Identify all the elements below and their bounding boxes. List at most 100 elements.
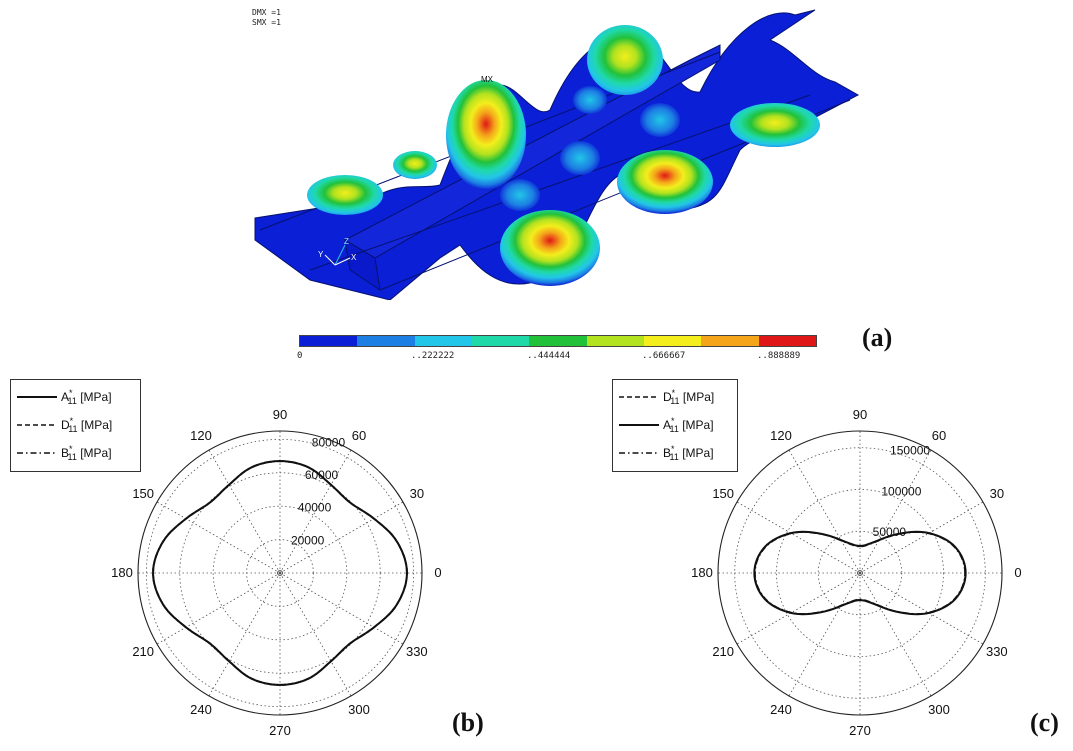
ring-gridline	[145, 438, 415, 708]
polar-plot-area-b: 20000 40000 60000 80000 0 30 60 90 120 150 180 210 2…	[111, 407, 441, 738]
radial-gridline	[279, 572, 352, 697]
ring-gridline	[246, 539, 314, 607]
r-tick-label: 40000	[298, 501, 332, 515]
colorbar-tick-0: 0	[297, 351, 303, 361]
legend-entry-b: B*11 [MPa]	[17, 444, 112, 462]
colorbar-swatch	[758, 336, 816, 346]
colorbar-tick-1: ..222222	[411, 351, 455, 361]
fea-contour-plot: DMX =1 SMX =1	[250, 0, 860, 300]
radial-gridline	[208, 572, 281, 697]
colorbar-swatch	[529, 336, 587, 346]
angle-tick-label: 60	[352, 428, 366, 443]
angle-tick-label: 240	[770, 702, 792, 717]
angle-tick-label: 210	[712, 644, 734, 659]
angle-tick-label: 330	[986, 644, 1008, 659]
colorbar-swatch	[586, 336, 644, 346]
angle-tick-label: 0	[1014, 565, 1021, 580]
r-tick-label: 80000	[312, 435, 346, 449]
legend-line-swatch	[17, 424, 57, 426]
polar-origin-marker	[857, 570, 863, 576]
angle-tick-label: 210	[132, 644, 154, 659]
colorbar-tick-3: ..666667	[642, 351, 686, 361]
ring-gridline	[179, 472, 381, 674]
angle-tick-label: 60	[932, 428, 946, 443]
angle-tick-label: 90	[853, 407, 867, 422]
polar-origin-marker	[277, 570, 283, 576]
colorbar-swatch	[357, 336, 415, 346]
legend-entry-a: A*11 [MPa]	[17, 388, 112, 406]
series-line-b	[754, 531, 966, 615]
legend-label: B*11 [MPa]	[61, 443, 112, 463]
angle-tick-label: 180	[111, 565, 133, 580]
angle-tick-label: 120	[190, 428, 212, 443]
legend-label: D*11 [MPa]	[61, 415, 113, 435]
legend-entry-d: D*11 [MPa]	[17, 416, 112, 434]
mx-marker-label: MX	[481, 75, 494, 84]
polar-chart-c: 50000 100000 150000 0 30 60 90 120 150 180 210 240 2…	[691, 407, 1021, 738]
colorbar-swatch	[471, 336, 530, 346]
angle-tick-label: 300	[348, 702, 370, 717]
colorbar-swatch	[414, 336, 472, 346]
angle-tick-label: 0	[434, 565, 441, 580]
radial-gridline	[156, 572, 281, 645]
colorbar-swatch	[701, 336, 759, 346]
legend-label: D*11 [MPa]	[663, 387, 715, 407]
panel-label-a: (a)	[862, 323, 893, 352]
angle-tick-label: 150	[712, 486, 734, 501]
panel-label-b: (b)	[452, 708, 484, 737]
colorbar-swatch	[300, 336, 358, 346]
colorbar-tick-2: ..444444	[527, 351, 571, 361]
radial-gridline	[788, 449, 861, 574]
legend-c: D*11 [MPa] A*11 [MPa] B*11 [MPa]	[612, 379, 738, 472]
angle-tick-label: 270	[269, 723, 291, 738]
angle-tick-label: 30	[410, 486, 424, 501]
series-line-d	[152, 460, 408, 686]
colorbar-tick-4: ..888889	[757, 351, 801, 361]
legend-entry-d: D*11 [MPa]	[619, 388, 714, 406]
radial-gridline	[859, 572, 932, 697]
legend-line-swatch	[619, 452, 659, 454]
radial-gridline	[279, 572, 404, 645]
legend-line-swatch	[619, 424, 659, 426]
angle-tick-label: 180	[691, 565, 713, 580]
radial-gridline	[156, 501, 281, 574]
r-tick-label: 20000	[291, 533, 325, 547]
polar-outer-circle	[717, 430, 1003, 716]
series-line-b	[152, 460, 408, 686]
fea-note: DMX =1 SMX =1	[252, 8, 281, 28]
radial-gridline	[208, 449, 281, 574]
triad-x-label: X	[351, 253, 357, 262]
legend-label: B*11 [MPa]	[663, 443, 714, 463]
ring-gridline	[212, 505, 348, 641]
polar-plot-area-c: 50000 100000 150000 0 30 60 90 120 150 180 210 240 2…	[691, 407, 1021, 738]
legend-line-swatch	[619, 396, 659, 398]
legend-entry-b: B*11 [MPa]	[619, 444, 714, 462]
polar-chart-b: 20000 40000 60000 80000 0 30 60 90 120 150 180 210 2…	[111, 407, 441, 738]
angle-tick-label: 120	[770, 428, 792, 443]
angle-tick-label: 330	[406, 644, 428, 659]
radial-gridline	[788, 572, 861, 697]
legend-line-swatch	[17, 452, 57, 454]
legend-label: A*11 [MPa]	[663, 415, 714, 435]
r-tick-label: 50000	[873, 525, 907, 539]
ring-gridline	[734, 447, 986, 699]
polar-outer-circle	[137, 430, 423, 716]
panel-label-c: (c)	[1030, 708, 1059, 737]
legend-entry-a: A*11 [MPa]	[619, 416, 714, 434]
angle-tick-label: 270	[849, 723, 871, 738]
triad-z-label: Z	[344, 237, 349, 246]
angle-tick-label: 90	[273, 407, 287, 422]
r-tick-label: 60000	[305, 468, 339, 482]
contour-colorbar	[299, 335, 817, 347]
triad-y-label: Y	[318, 250, 324, 259]
ring-gridline	[776, 489, 944, 657]
r-tick-label: 100000	[881, 484, 921, 498]
fea-note-line-1: DMX =1	[252, 8, 281, 17]
angle-tick-label: 240	[190, 702, 212, 717]
radial-gridline	[859, 449, 932, 574]
legend-label: A*11 [MPa]	[61, 387, 112, 407]
ring-gridline	[817, 530, 903, 616]
angle-tick-label: 30	[990, 486, 1004, 501]
angle-tick-label: 150	[132, 486, 154, 501]
legend-line-swatch	[17, 396, 57, 398]
